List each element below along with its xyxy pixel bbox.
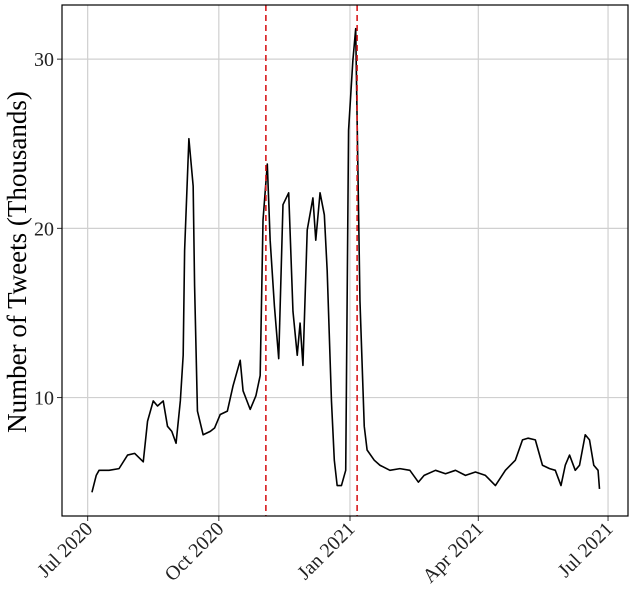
y-axis-label: Number of Tweets (Thousands) [2, 91, 32, 433]
x-tick-label: Oct 2020 [161, 518, 229, 586]
x-tick-label: Jan 2021 [293, 518, 359, 584]
x-tick-label: Apr 2021 [418, 518, 487, 587]
data-line [91, 27, 601, 493]
y-tick-label: 30 [34, 49, 54, 71]
y-tick-label: 10 [34, 388, 54, 410]
y-tick-label: 20 [34, 218, 54, 240]
x-tick-label: Jul 2021 [554, 518, 618, 582]
panel-border [61, 4, 629, 517]
x-tick-label: Jul 2020 [33, 518, 97, 582]
